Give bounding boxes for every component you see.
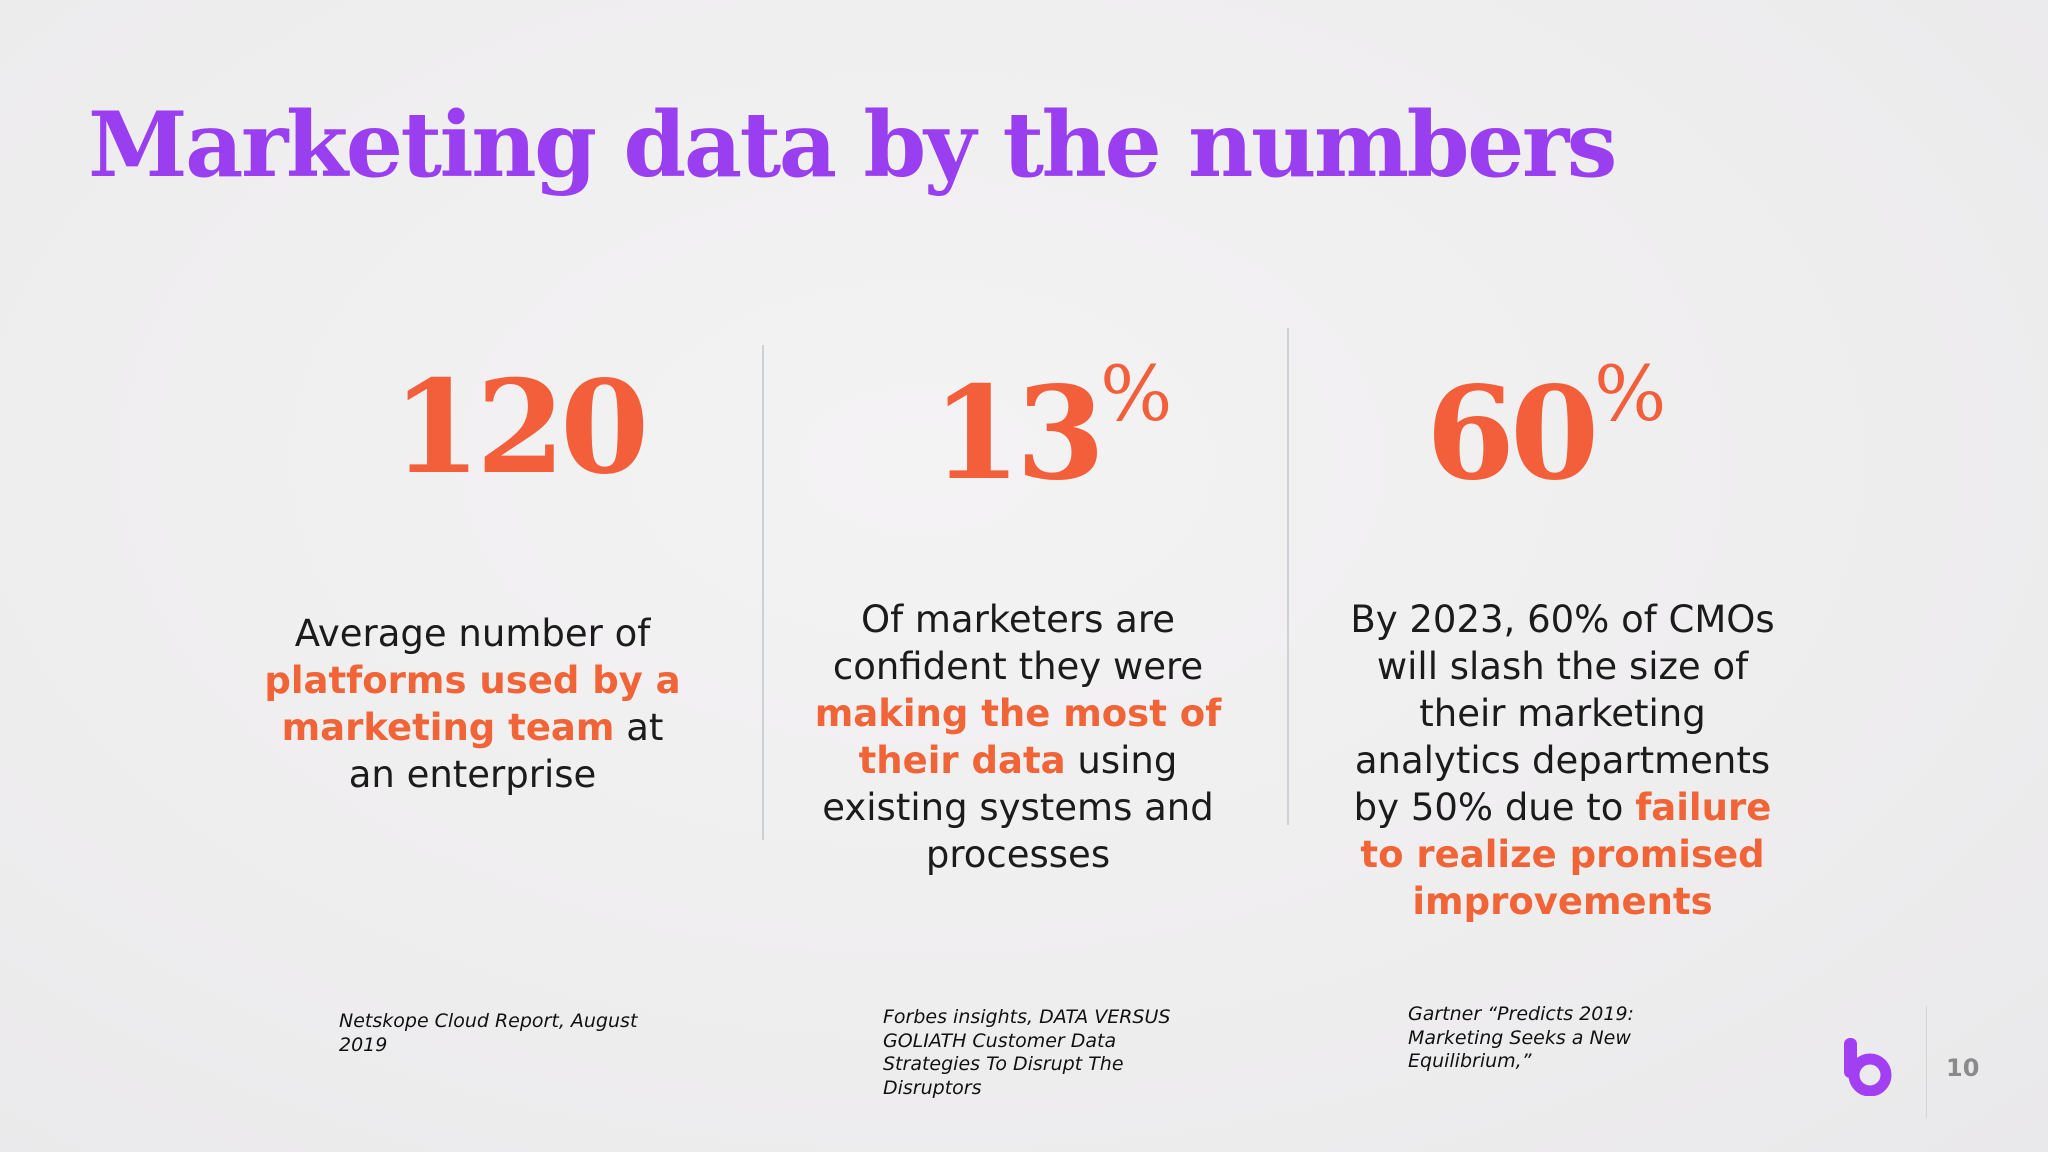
stat-description-2: Of marketers are confident they were mak… [800, 596, 1236, 878]
source-citation-1: Netskope Cloud Report, August 2019 [339, 1010, 638, 1056]
description-text: By 2023, 60% of CMOs will slash the size… [1350, 598, 1775, 829]
brand-b-logo-icon [1842, 1038, 1892, 1097]
description-text: Of marketers are confident they were [832, 598, 1204, 688]
source-citation-3: Gartner “Predicts 2019: Marketing Seeks … [1408, 1003, 1634, 1072]
slide-title: Marketing data by the numbers [88, 92, 1617, 198]
description-highlight: failure to realize promised improvements [1360, 786, 1772, 923]
stat-description-1: Average number of platforms used by a ma… [255, 610, 690, 798]
column-divider [762, 345, 764, 840]
stat-description-3: By 2023, 60% of CMOs will slash the size… [1340, 596, 1785, 925]
percent-sign: % [1100, 349, 1173, 438]
footer-divider [1926, 1006, 1927, 1118]
description-highlight: making the most of their data [814, 692, 1222, 782]
stat-value-3: 60% [1426, 356, 1666, 499]
description-text: at an enterprise [348, 706, 664, 796]
column-divider [1287, 328, 1289, 825]
page-number: 10 [1946, 1054, 1980, 1082]
source-citation-2: Forbes insights, DATA VERSUS GOLIATH Cus… [883, 1006, 1171, 1099]
description-highlight: platforms used by a marketing team [264, 659, 681, 749]
stat-number: 120 [392, 353, 649, 503]
stat-number: 13 [932, 359, 1105, 509]
description-text: using existing systems and processes [822, 739, 1214, 876]
percent-sign: % [1594, 349, 1667, 438]
stat-number: 60 [1426, 359, 1599, 509]
stat-value-2: 13% [932, 356, 1172, 499]
stat-value-1: 120 [392, 364, 649, 492]
description-text: Average number of [294, 612, 651, 655]
